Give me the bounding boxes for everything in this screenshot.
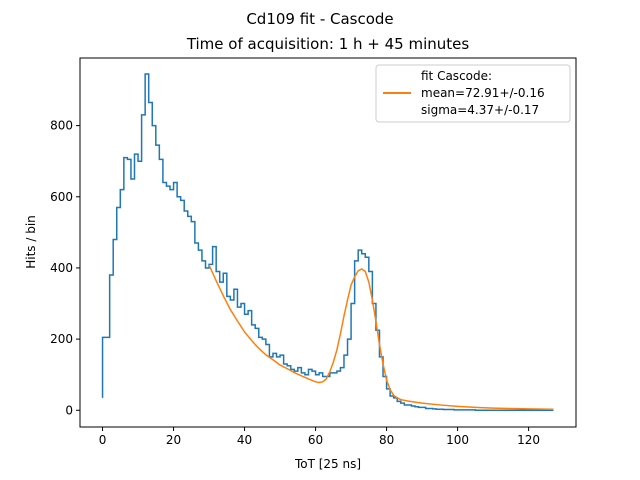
chart-subtitle: Time of acquisition: 1 h + 45 minutes: [186, 35, 470, 53]
legend: fit Cascode: mean=72.91+/-0.16 sigma=4.3…: [375, 64, 571, 123]
legend-box: [375, 64, 571, 123]
y-tick-label: 800: [50, 119, 73, 133]
x-tick-label: 120: [517, 433, 540, 447]
x-tick-label: 0: [99, 433, 107, 447]
legend-entry-line-2: mean=72.91+/-0.16: [421, 86, 545, 100]
fit-curve-series: [208, 264, 554, 410]
x-tick-label: 40: [237, 433, 252, 447]
x-tick-label: 20: [166, 433, 181, 447]
y-tick-label: 200: [50, 332, 73, 346]
y-axis-label: Hits / bin: [24, 215, 38, 269]
legend-entry-line-1: fit Cascode:: [421, 69, 492, 83]
histogram-series: [101, 73, 554, 412]
x-axis-label: ToT [25 ns]: [294, 457, 361, 471]
plot-frame: [79, 57, 577, 428]
plot-area: [101, 73, 554, 412]
x-tick-label: 80: [379, 433, 394, 447]
x-tick-label: 60: [308, 433, 323, 447]
y-axis: 0 200 400 600 800: [50, 119, 80, 417]
chart-title: Cd109 fit - Cascode: [246, 10, 393, 28]
legend-entry-line-3: sigma=4.37+/-0.17: [421, 103, 539, 117]
y-tick-label: 0: [65, 403, 73, 417]
x-tick-label: 100: [446, 433, 469, 447]
x-axis: 0 20 40 60 80 100 120: [99, 427, 540, 447]
y-tick-label: 400: [50, 261, 73, 275]
y-tick-label: 600: [50, 190, 73, 204]
